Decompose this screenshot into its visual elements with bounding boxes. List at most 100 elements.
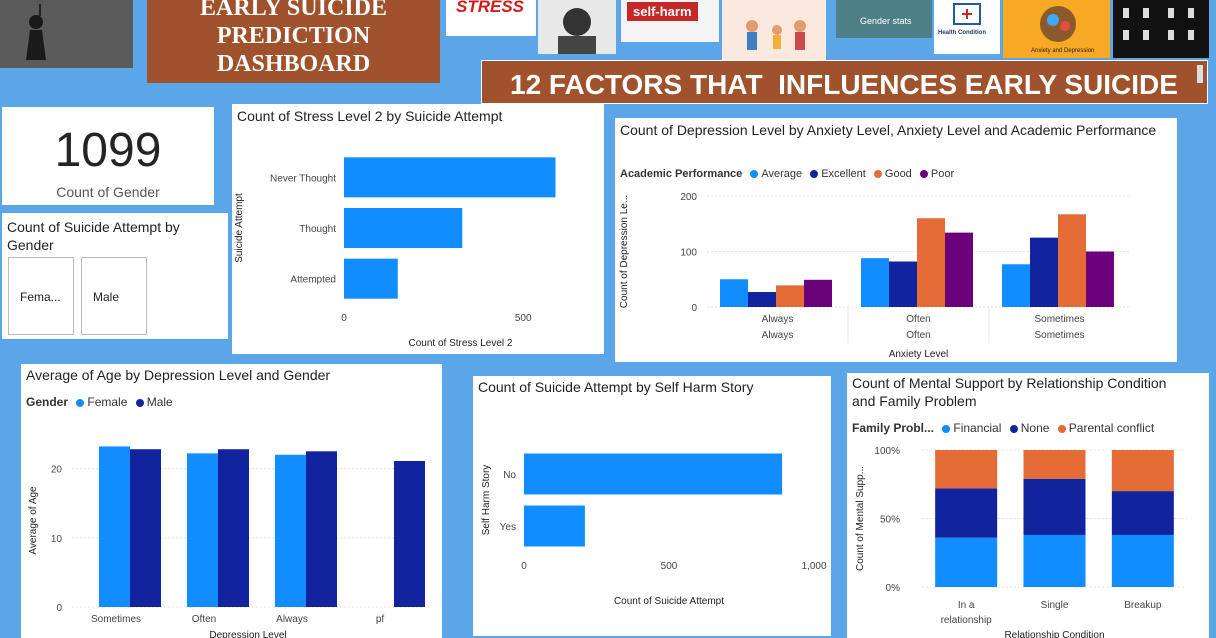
legend-dot: [1009, 424, 1018, 433]
tick-label: 0: [56, 603, 62, 614]
bar: [344, 208, 463, 248]
depression-chart-title: Count of Depression Level by Anxiety Lev…: [620, 122, 1157, 138]
stress-chart-card: Count of Stress Level 2 by Suicide Attem…: [232, 104, 604, 354]
family-icon: [746, 20, 806, 50]
category-sublabel: Always: [762, 330, 794, 341]
age-chart-title: Average of Age by Depression Level and G…: [26, 367, 331, 383]
bar-segment: [1023, 450, 1086, 479]
bar: [218, 449, 249, 607]
anxiety-man-image: [538, 0, 616, 54]
bar-segment: [1023, 534, 1086, 587]
legend-item-parental-conflict[interactable]: Parental conflict: [1053, 421, 1154, 435]
image-silhouette: [0, 0, 133, 68]
statistics-image: [1113, 0, 1209, 58]
slicer-female[interactable]: Fema...: [8, 257, 74, 335]
x-axis-title: Relationship Condition: [1004, 630, 1104, 638]
kpi-value: 1099: [54, 124, 162, 177]
family-image: [722, 0, 826, 60]
bar-segment: [935, 537, 998, 587]
bar-segment: [935, 450, 998, 489]
legend-item-none[interactable]: None: [1005, 421, 1049, 435]
age-chart: 0 10 20 Sometimes Often Always pf Depression Le…: [28, 446, 425, 638]
legend-dot: [942, 424, 951, 433]
anxiety-depression-image: Anxiety and Depression: [1003, 0, 1110, 58]
kpi-card: 1099 Count of Gender: [2, 107, 214, 205]
bar: [945, 232, 973, 307]
legend-item-excellent[interactable]: Excellent: [805, 168, 866, 180]
support-legend: Family Probl... Financial None Parental …: [852, 421, 1154, 435]
stress-chart: Never Thought Thought Attempted 0 500 Count o…: [234, 157, 556, 349]
anxiety-depression-label: Anxiety and Depression: [1031, 48, 1095, 54]
legend-label: Poor: [930, 168, 955, 180]
tick-label: 20: [51, 465, 63, 476]
bar: [1058, 214, 1086, 307]
bar-segment: [1111, 534, 1174, 587]
tick-label: 0: [341, 313, 347, 324]
legend-item-good[interactable]: Good: [869, 168, 912, 180]
bar: [524, 453, 783, 495]
legend-label: Average: [761, 168, 803, 180]
gender-card-title: Count of Suicide Attempt by Gender: [7, 219, 180, 253]
depression-chart: 0 100 200 Always Always Often Often Sometimes So…: [619, 192, 1130, 360]
legend-label: Parental conflict: [1068, 421, 1155, 435]
tick-label: 0: [691, 303, 697, 314]
selfharm-chart-card: Count of Suicide Attempt by Self Harm St…: [473, 376, 831, 636]
stress-chart-title: Count of Stress Level 2 by Suicide Attem…: [237, 108, 503, 124]
bar-segment: [1111, 491, 1174, 535]
bar: [306, 451, 337, 607]
legend-dot: [919, 170, 928, 179]
stress-image-label: STRESS: [456, 0, 525, 16]
legend-item-poor[interactable]: Poor: [915, 168, 954, 180]
bar: [394, 460, 425, 607]
tick-label: 10: [51, 534, 63, 545]
slicer-male[interactable]: Male: [81, 257, 147, 335]
category-label-line2: relationship: [941, 615, 993, 626]
bar-segment: [935, 488, 998, 538]
y-axis-title: Self Harm Story: [481, 465, 492, 536]
self-harm-image: self-harm: [621, 0, 719, 42]
category-sublabel: Often: [906, 330, 930, 341]
slicer-male-label: Male: [93, 290, 120, 304]
bar: [344, 157, 556, 198]
legend-dot: [1057, 424, 1066, 433]
health-condition-label: Health Condition: [938, 30, 986, 36]
age-chart-card: Average of Age by Depression Level and G…: [21, 364, 442, 638]
legend-dot: [76, 398, 85, 407]
category-label: Always: [762, 314, 794, 325]
bar: [889, 261, 917, 307]
bar: [1030, 237, 1058, 307]
legend-item-financial[interactable]: Financial: [937, 421, 1001, 435]
legend-label: Good: [884, 168, 912, 180]
tick-label: 500: [515, 313, 532, 324]
people-stats-icon: [1123, 8, 1194, 40]
bar: [344, 258, 398, 299]
x-axis-title: Anxiety Level: [889, 349, 948, 360]
banner: 12 FACTORS THAT INFLUENCES EARLY SUICIDE: [481, 60, 1208, 104]
banner-scrollbar[interactable]: [1197, 65, 1203, 83]
legend-item-male[interactable]: Male: [131, 395, 173, 409]
legend-label: Financial: [953, 421, 1002, 435]
bar: [720, 279, 748, 307]
legend-dot: [873, 170, 882, 179]
category-label: Often: [906, 314, 930, 325]
category-label: No: [503, 470, 516, 481]
dashboard-title: EARLY SUICIDE PREDICTION DASHBOARD: [200, 0, 387, 77]
stress-image: STRESS: [446, 0, 536, 36]
bar: [187, 453, 218, 607]
category-label: pf: [376, 614, 385, 625]
category-sublabel: Sometimes: [1034, 330, 1084, 341]
legend-dot: [750, 170, 759, 179]
legend-dot: [810, 170, 819, 179]
bar: [1086, 251, 1114, 307]
gender-card: Count of Suicide Attempt by Gender Fema.…: [2, 213, 228, 339]
tick-label: 50%: [880, 515, 900, 526]
legend-item-average[interactable]: Average: [745, 168, 802, 180]
x-axis-title: Count of Stress Level 2: [409, 338, 513, 349]
legend-label: Female: [87, 395, 128, 409]
legend-item-female[interactable]: Female: [71, 395, 127, 409]
category-label: Always: [276, 614, 308, 625]
tick-label: 1,000: [801, 561, 826, 572]
health-condition-image: Health Condition: [934, 0, 1000, 54]
bar-segment: [1111, 450, 1174, 492]
bar: [1002, 264, 1030, 307]
